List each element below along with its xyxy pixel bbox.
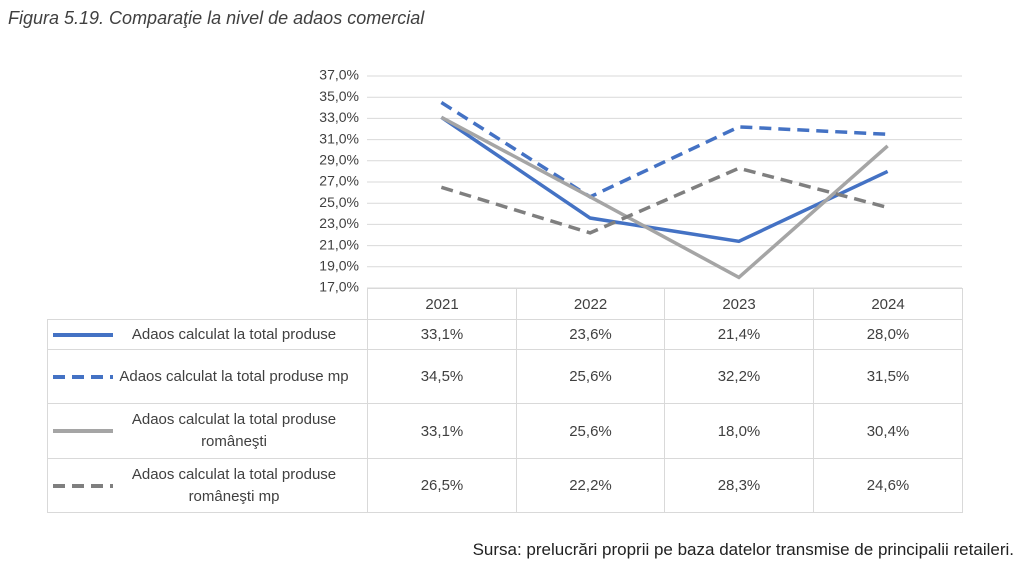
figure-title: Figura 5.19. Comparaţie la nivel de adao… xyxy=(8,8,425,28)
x-tick-label: 2023 xyxy=(664,288,814,320)
y-tick-label: 21,0% xyxy=(319,236,359,252)
x-tick-label: 2021 xyxy=(367,288,517,320)
data-label: 33,1% xyxy=(367,319,517,350)
y-tick-label: 29,0% xyxy=(319,152,359,168)
data-label: 21,4% xyxy=(664,319,814,350)
data-label: 34,5% xyxy=(367,349,517,404)
legend-cell: Adaos calculat la total produse româneşt… xyxy=(47,403,368,459)
data-label: 28,3% xyxy=(664,458,814,513)
series-row: Adaos calculat la total produse 33,1% 23,6… xyxy=(47,319,963,350)
data-label: 33,1% xyxy=(367,403,517,459)
data-label: 22,2% xyxy=(516,458,665,513)
x-tick-label: 2022 xyxy=(516,288,665,320)
legend-entry: Adaos calculat la total produse mp xyxy=(48,366,367,388)
legend-label: Adaos calculat la total produse româneşt… xyxy=(131,411,337,450)
data-label: 24,6% xyxy=(813,458,963,513)
data-label: 25,6% xyxy=(516,349,665,404)
series-line xyxy=(440,101,888,199)
data-label: 31,5% xyxy=(813,349,963,404)
y-tick-label: 31,0% xyxy=(319,130,359,146)
series-row: Adaos calculat la total produse româneşt… xyxy=(47,458,963,513)
series-row: Adaos calculat la total produse mp 34,5% 2… xyxy=(47,349,963,404)
legend-cell: Adaos calculat la total produse româneşt… xyxy=(47,458,368,513)
legend-key xyxy=(53,332,113,337)
data-label: 23,6% xyxy=(516,319,665,350)
series-line xyxy=(440,166,889,235)
legend-entry: Adaos calculat la total produse xyxy=(48,324,367,346)
corner-cell xyxy=(47,288,368,320)
legend-label: Adaos calculat la total produse româneşt… xyxy=(131,465,337,505)
header-row: 2021 2022 2023 2024 xyxy=(47,288,963,320)
legend-key xyxy=(53,374,113,379)
y-tick-label: 35,0% xyxy=(319,88,359,104)
series-row: Adaos calculat la total produse româneşt… xyxy=(47,403,963,459)
legend-entry: Adaos calculat la total produse româneşt… xyxy=(48,409,367,453)
y-tick-label: 27,0% xyxy=(319,173,359,189)
legend-entry: Adaos calculat la total produse româneşt… xyxy=(48,464,367,508)
data-label: 18,0% xyxy=(664,403,814,459)
data-label: 25,6% xyxy=(516,403,665,459)
series-line xyxy=(440,115,889,244)
data-label: 28,0% xyxy=(813,319,963,350)
y-tick-label: 37,0% xyxy=(319,67,359,83)
y-tick-label: 19,0% xyxy=(319,258,359,274)
x-tick-label: 2024 xyxy=(813,288,963,320)
y-tick-label: 23,0% xyxy=(319,215,359,231)
series-line xyxy=(440,115,889,280)
legend-cell: Adaos calculat la total produse xyxy=(47,319,368,350)
y-tick-label: 33,0% xyxy=(319,109,359,125)
legend-key xyxy=(53,483,113,488)
legend-label: Adaos calculat la total produse xyxy=(131,325,337,343)
data-label: 26,5% xyxy=(367,458,517,513)
data-label: 32,2% xyxy=(664,349,814,404)
y-tick-label: 25,0% xyxy=(319,194,359,210)
data-label: 30,4% xyxy=(813,403,963,459)
source-note: Sursa: prelucrări proprii pe baza datelo… xyxy=(472,540,1014,559)
legend-label: Adaos calculat la total produse mp xyxy=(119,367,349,385)
chart: 17,0%19,0%21,0%23,0%25,0%27,0%29,0%31,0%… xyxy=(319,67,962,295)
data-table: 2021 2022 2023 2024 Adaos calculat la total … xyxy=(47,288,963,513)
legend-cell: Adaos calculat la total produse mp xyxy=(47,349,368,404)
legend-key xyxy=(53,429,113,433)
